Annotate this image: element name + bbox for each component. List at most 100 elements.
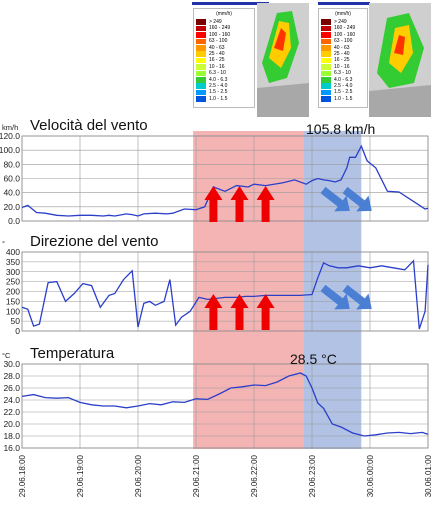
legend-entry: 40 - 63 [319, 45, 367, 51]
legend-entry: 2.5 - 4.0 [194, 83, 254, 89]
chart-title: Temperatura [30, 345, 115, 362]
legend-label: 6.3 - 10 [209, 70, 226, 77]
legend-label: 2.5 - 4.0 [334, 82, 353, 89]
legend-label: 10 - 16 [209, 63, 225, 70]
legend-label: 25 - 40 [334, 50, 350, 57]
legend-swatch [196, 57, 206, 64]
series-line [21, 372, 429, 437]
legend-swatch [196, 96, 206, 102]
peak-annotation: 105.8 km/h [306, 121, 375, 137]
legend-swatch [196, 25, 206, 32]
y-tick-label: 20.0 [3, 202, 20, 212]
legend-entry: 100 - 160 [319, 32, 367, 38]
chart-panel: 0.0 20.0 40.0 60.0 80.0 100.0 120.0km/h Velocit… [0, 117, 429, 226]
arrow-shape [342, 186, 372, 212]
legend-swatch [321, 19, 331, 25]
y-tick-label: 30.0 [3, 359, 20, 369]
x-tick-label: 29.06.23:00 [308, 454, 317, 497]
y-tick-label: 350 [6, 257, 20, 267]
y-tick-label: 0 [15, 326, 20, 336]
legend-label: 2.5 - 4.0 [209, 82, 228, 89]
legend-swatch [321, 83, 331, 89]
arrow-shape [342, 284, 372, 310]
legend-label: 16 - 25 [334, 57, 350, 64]
wind-diag-arrow [342, 186, 372, 212]
arrow-shape [320, 186, 350, 212]
legend-entry: 16 - 25 [194, 57, 254, 63]
legend-entry: 6.3 - 10 [319, 70, 367, 76]
legend-swatch [196, 89, 206, 96]
legend-swatch [196, 44, 206, 51]
legend-entry: 63 - 100 [319, 38, 367, 44]
legend-swatch [321, 51, 331, 57]
y-tick-label: 200 [6, 287, 20, 297]
y-tick-label: 40.0 [3, 188, 20, 198]
legend-swatch [196, 83, 206, 89]
legend-label: 63 - 100 [209, 38, 228, 45]
legend-label: 16 - 25 [209, 57, 225, 64]
legend-entry: 10 - 16 [194, 64, 254, 70]
wind-up-arrow [230, 186, 249, 222]
legend-label: 40 - 63 [334, 44, 350, 51]
series-line [21, 144, 429, 217]
wind-diag-arrow [342, 284, 372, 310]
wind-up-arrow [256, 294, 275, 330]
x-tick-label: 29.06.19:00 [76, 454, 85, 497]
legend-entry: 1.0 - 1.5 [319, 96, 367, 102]
legend-label: 6.3 - 10 [334, 70, 351, 77]
legend-label: 100 - 160 [209, 31, 231, 38]
wind-up-arrow [256, 186, 275, 222]
y-tick-label: 20.0 [3, 419, 20, 429]
legend-label: > 249 [334, 19, 347, 25]
y-tick-label: 24.0 [3, 395, 20, 405]
legend-swatch [196, 32, 206, 38]
y-tick-label: 100.0 [0, 145, 20, 155]
y-tick-label: 60.0 [3, 174, 20, 184]
radar-legend-1: (mm/h) > 249 160 - 249 100 - 160 63 - 100 40… [193, 8, 255, 108]
legend-label: 1.0 - 1.5 [334, 95, 353, 102]
legend-entry: 25 - 40 [194, 51, 254, 57]
legend-entry: 1.0 - 1.5 [194, 96, 254, 102]
radar-header-bar [192, 2, 269, 5]
radar-image-1 [257, 3, 309, 117]
x-tick-label: 29.06.18:00 [18, 454, 27, 497]
legend-label: 160 - 249 [209, 25, 231, 32]
legend-entry: 1.5 - 2.5 [319, 89, 367, 95]
legend-entry: 6.3 - 10 [194, 70, 254, 76]
legend-entry: 160 - 249 [194, 25, 254, 31]
legend-swatch [321, 44, 331, 51]
legend-label: 25 - 40 [209, 50, 225, 57]
legend-label: 4.0 - 6.3 [334, 76, 353, 83]
y-tick-label: 300 [6, 267, 20, 277]
legend-label: 10 - 16 [334, 63, 350, 70]
unit-label: ° [2, 239, 5, 248]
legend-swatch [321, 70, 331, 77]
wind-up-arrow [204, 186, 223, 222]
legend-entry: 4.0 - 6.3 [319, 77, 367, 83]
radar-map-2 [369, 3, 431, 117]
legend-swatch [321, 57, 331, 64]
radar-legend-2: (mm/h) > 249 160 - 249 100 - 160 63 - 100 40… [318, 8, 368, 108]
x-tick-label: 29.06.21:00 [192, 454, 201, 497]
legend-unit: (mm/h) [216, 11, 232, 17]
wind-up-arrow [230, 294, 249, 330]
x-tick-label: 29.06.20:00 [134, 454, 143, 497]
legend-swatch [321, 96, 331, 102]
unit-label: km/h [2, 123, 18, 132]
legend-swatch [196, 38, 206, 45]
y-tick-label: 22.0 [3, 407, 20, 417]
legend-entry: 25 - 40 [319, 51, 367, 57]
legend-swatch [196, 70, 206, 77]
x-tick-label: 30.06.01:00 [424, 454, 433, 497]
legend-entry: 16 - 25 [319, 57, 367, 63]
legend-swatch [196, 51, 206, 57]
y-tick-label: 80.0 [3, 159, 20, 169]
radar-image-2 [369, 3, 431, 117]
legend-label: 63 - 100 [334, 38, 353, 45]
y-tick-label: 400 [6, 247, 20, 257]
legend-label: 1.5 - 2.5 [334, 89, 353, 96]
legend-entry: > 249 [319, 19, 367, 25]
legend-unit: (mm/h) [335, 11, 351, 17]
